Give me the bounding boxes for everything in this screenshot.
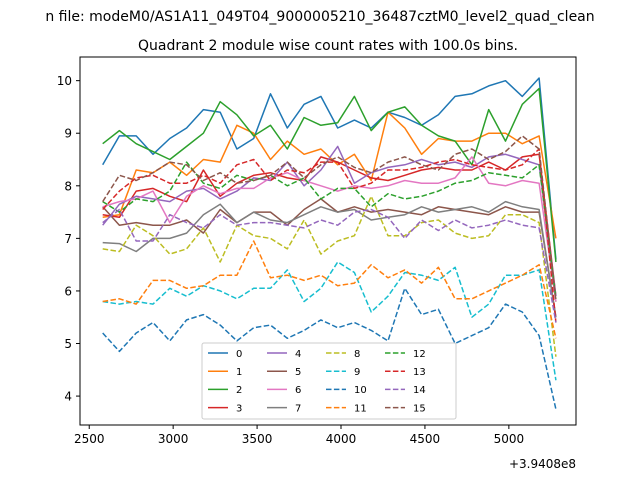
y-tick-label: 9 xyxy=(64,127,72,141)
series-line-14 xyxy=(102,208,557,323)
series-line-4 xyxy=(102,145,557,297)
series-line-1 xyxy=(102,111,557,239)
series-line-15 xyxy=(102,135,557,302)
legend-label-8: 8 xyxy=(354,349,360,360)
series-line-7 xyxy=(102,200,557,318)
legend-label-0: 0 xyxy=(236,349,242,360)
x-tick-label: 3500 xyxy=(242,432,273,446)
y-tick-label: 4 xyxy=(64,390,72,404)
x-axis: 2500 3000 3500 4000 4500 5000 xyxy=(74,425,524,446)
x-tick-label: 5000 xyxy=(494,432,525,446)
series-layer xyxy=(102,77,557,410)
legend-label-10: 10 xyxy=(354,385,367,396)
series-line-11 xyxy=(102,240,557,339)
y-tick-label: 6 xyxy=(64,284,72,298)
axes-frame xyxy=(79,56,577,426)
legend-label-14: 14 xyxy=(413,385,426,396)
legend-label-2: 2 xyxy=(236,385,242,396)
y-axis: 4 5 6 7 8 9 10 xyxy=(57,74,80,404)
x-offset-label: +3.9408e8 xyxy=(509,457,576,471)
legend-label-9: 9 xyxy=(354,367,360,378)
x-tick-label: 2500 xyxy=(74,432,105,446)
series-line-6 xyxy=(102,156,557,302)
legend-box xyxy=(201,342,457,420)
legend-label-1: 1 xyxy=(236,367,242,378)
legend-label-12: 12 xyxy=(413,349,426,360)
series-line-10 xyxy=(102,287,557,410)
y-tick-label: 10 xyxy=(57,74,72,88)
figure-suptitle: n file: modeM0/AS1A11_049T04_9000005210_… xyxy=(45,9,594,25)
y-tick-label: 7 xyxy=(64,232,72,246)
legend-label-7: 7 xyxy=(295,403,301,414)
legend-label-3: 3 xyxy=(236,403,242,414)
series-line-2 xyxy=(102,87,557,263)
series-line-12 xyxy=(102,161,557,299)
legend-label-6: 6 xyxy=(295,385,301,396)
x-tick-label: 4000 xyxy=(326,432,357,446)
y-tick-label: 5 xyxy=(64,337,72,351)
y-tick-label: 8 xyxy=(64,179,72,193)
chart-title: Quadrant 2 module wise count rates with … xyxy=(138,38,518,54)
series-line-5 xyxy=(102,198,557,318)
legend-label-4: 4 xyxy=(295,349,301,360)
legend-label-5: 5 xyxy=(295,367,301,378)
legend-label-13: 13 xyxy=(413,367,426,378)
series-line-8 xyxy=(102,195,557,357)
legend-label-15: 15 xyxy=(413,403,426,414)
series-line-13 xyxy=(102,148,557,323)
series-line-9 xyxy=(102,261,557,381)
x-tick-label: 3000 xyxy=(158,432,189,446)
series-line-0 xyxy=(102,77,557,260)
legend-label-11: 11 xyxy=(354,403,367,414)
x-tick-label: 4500 xyxy=(410,432,441,446)
